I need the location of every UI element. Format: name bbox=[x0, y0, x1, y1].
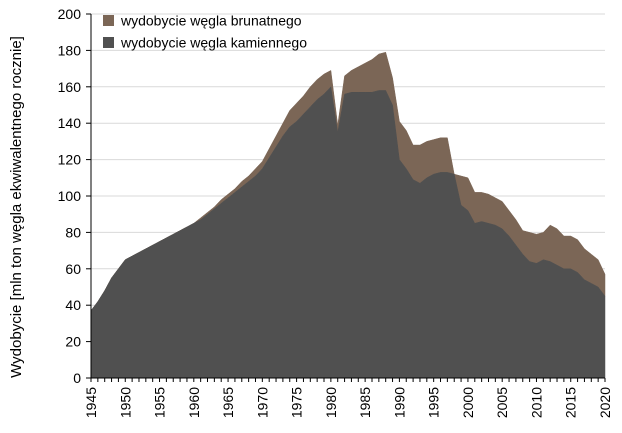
y-tick-label-100: 100 bbox=[58, 188, 82, 204]
x-tick-label-1990: 1990 bbox=[391, 387, 407, 418]
x-tick-label-1970: 1970 bbox=[254, 387, 270, 418]
y-tick-label-0: 0 bbox=[73, 370, 81, 386]
x-tick-label-1960: 1960 bbox=[186, 387, 202, 418]
legend-swatch-1 bbox=[103, 37, 114, 48]
y-tick-labels: 0 20 40 60 80 100 120 140 160 180 200 bbox=[58, 6, 82, 386]
x-tick-label-1945: 1945 bbox=[83, 387, 99, 418]
x-tick-label-2020: 2020 bbox=[597, 387, 613, 418]
x-tick-label-2010: 2010 bbox=[528, 387, 544, 418]
y-tick-label-160: 160 bbox=[58, 79, 82, 95]
y-tick-label-20: 20 bbox=[65, 334, 81, 350]
x-tick-label-1965: 1965 bbox=[220, 387, 236, 418]
y-axis-label: Wydobycie [mln ton węgla ekwiwalentnego … bbox=[8, 36, 25, 378]
legend: wydobycie węgla brunatnego wydobycie węgl… bbox=[103, 13, 307, 51]
x-tick-label-2005: 2005 bbox=[494, 387, 510, 418]
y-tick-label-80: 80 bbox=[65, 224, 81, 240]
x-tick-label-1975: 1975 bbox=[289, 387, 305, 418]
y-tick-label-40: 40 bbox=[65, 297, 81, 313]
legend-label-1: wydobycie węgla kamiennego bbox=[120, 35, 307, 51]
axes bbox=[86, 13, 606, 382]
x-tick-label-1955: 1955 bbox=[152, 387, 168, 418]
legend-swatch-0 bbox=[103, 15, 114, 26]
series-areas bbox=[90, 51, 606, 379]
x-tick-label-1980: 1980 bbox=[323, 387, 339, 418]
x-tick-label-1995: 1995 bbox=[426, 387, 442, 418]
x-tick-label-1985: 1985 bbox=[357, 387, 373, 418]
legend-label-0: wydobycie węgla brunatnego bbox=[120, 13, 302, 29]
y-tick-label-180: 180 bbox=[58, 42, 82, 58]
y-tick-label-120: 120 bbox=[58, 152, 82, 168]
y-tick-label-200: 200 bbox=[58, 6, 82, 22]
y-tick-label-140: 140 bbox=[58, 115, 82, 131]
y-tick-label-60: 60 bbox=[65, 261, 81, 277]
x-tick-label-1950: 1950 bbox=[117, 387, 133, 418]
x-tick-labels: 1945 1950 1955 1960 1965 1970 1975 1980 1985 1990… bbox=[83, 387, 613, 418]
x-tick-label-2000: 2000 bbox=[460, 387, 476, 418]
x-tick-label-2015: 2015 bbox=[563, 387, 579, 418]
